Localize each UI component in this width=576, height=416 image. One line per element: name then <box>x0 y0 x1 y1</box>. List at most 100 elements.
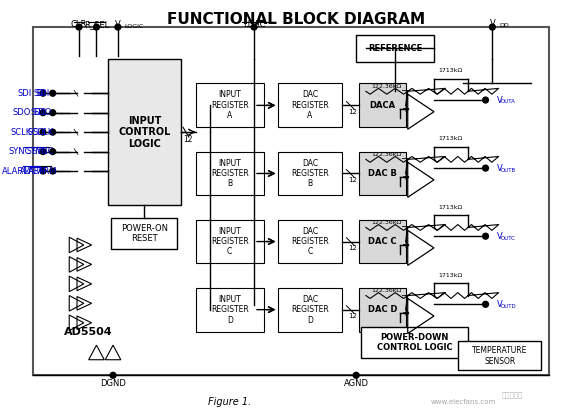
Bar <box>278 151 342 196</box>
Bar <box>196 151 264 196</box>
Text: INPUT
CONTROL
LOGIC: INPUT CONTROL LOGIC <box>119 116 171 149</box>
Text: 122.36kΩ: 122.36kΩ <box>372 220 402 225</box>
Text: LOGIC: LOGIC <box>124 24 144 29</box>
Text: SDI: SDI <box>17 89 31 98</box>
Text: DGND: DGND <box>100 379 126 388</box>
Text: −: − <box>401 223 409 233</box>
Text: OUTA: OUTA <box>501 99 516 104</box>
Circle shape <box>50 168 56 174</box>
Text: DAC B: DAC B <box>368 169 397 178</box>
Circle shape <box>110 372 116 378</box>
Circle shape <box>40 149 46 154</box>
Text: DAC C: DAC C <box>368 237 397 246</box>
Text: SCLK: SCLK <box>32 128 54 136</box>
Bar <box>33 27 549 375</box>
Bar <box>278 220 342 263</box>
Bar <box>359 84 406 127</box>
Text: V: V <box>497 232 503 241</box>
Text: INPUT
REGISTER
D: INPUT REGISTER D <box>211 295 249 324</box>
Circle shape <box>40 110 46 116</box>
Text: www.elecfans.com: www.elecfans.com <box>430 399 496 405</box>
Text: 12: 12 <box>183 136 192 144</box>
Text: OUTD: OUTD <box>501 304 517 309</box>
Text: 122.36kΩ: 122.36kΩ <box>372 152 402 157</box>
Text: SYNC: SYNC <box>26 147 47 156</box>
Text: DD: DD <box>499 22 509 27</box>
Text: DAC
REGISTER
D: DAC REGISTER D <box>291 295 329 324</box>
Text: TEMPERATURE
SENSOR: TEMPERATURE SENSOR <box>472 346 528 366</box>
Text: −: − <box>401 290 409 300</box>
Text: FUNCTIONAL BLOCK DIAGRAM: FUNCTIONAL BLOCK DIAGRAM <box>167 12 425 27</box>
Bar <box>196 220 264 263</box>
Text: +: + <box>401 240 409 250</box>
Text: Figure 1.: Figure 1. <box>208 396 251 406</box>
Text: INPUT
REGISTER
C: INPUT REGISTER C <box>211 227 249 256</box>
Bar <box>108 59 181 205</box>
Text: REFERENCE: REFERENCE <box>368 44 422 53</box>
Text: AD5504: AD5504 <box>65 327 113 337</box>
Text: OUTB: OUTB <box>501 168 516 173</box>
Text: DAC D: DAC D <box>367 305 397 314</box>
Text: DAC
REGISTER
B: DAC REGISTER B <box>291 158 329 188</box>
Bar <box>196 288 264 332</box>
Text: POWER-DOWN
CONTROL LOGIC: POWER-DOWN CONTROL LOGIC <box>377 332 452 352</box>
Bar <box>359 288 406 332</box>
Text: INPUT
REGISTER
A: INPUT REGISTER A <box>211 91 249 120</box>
Text: +: + <box>401 172 409 182</box>
Text: DAC
REGISTER
A: DAC REGISTER A <box>291 91 329 120</box>
Circle shape <box>483 165 488 171</box>
Circle shape <box>50 149 56 154</box>
Text: V: V <box>497 300 503 309</box>
Text: SYNC: SYNC <box>9 147 31 156</box>
Text: POWER-ON
RESET: POWER-ON RESET <box>120 223 168 243</box>
Text: 12: 12 <box>348 313 357 319</box>
Text: ALARM: ALARM <box>20 166 47 176</box>
Text: −: − <box>401 86 409 96</box>
Bar <box>361 327 468 358</box>
Bar <box>359 220 406 263</box>
Text: SCLK: SCLK <box>10 128 31 136</box>
Text: V: V <box>115 20 121 29</box>
Text: ALARM: ALARM <box>2 166 31 176</box>
Circle shape <box>40 168 46 174</box>
Text: 12: 12 <box>348 109 357 115</box>
Text: LDAC: LDAC <box>243 20 266 29</box>
Circle shape <box>115 24 121 30</box>
Text: DACA: DACA <box>369 101 396 110</box>
Text: +: + <box>401 104 409 114</box>
Text: SDI: SDI <box>34 89 47 98</box>
Text: 1713kΩ: 1713kΩ <box>438 272 463 277</box>
Circle shape <box>483 301 488 307</box>
Text: CLR: CLR <box>71 20 87 29</box>
Text: SDI: SDI <box>36 89 50 98</box>
Text: +: + <box>401 308 409 318</box>
Circle shape <box>353 372 359 378</box>
Text: SDO: SDO <box>34 108 52 117</box>
Text: 122.36kΩ: 122.36kΩ <box>372 288 402 293</box>
Text: 122.36kΩ: 122.36kΩ <box>372 84 402 89</box>
Text: OUTC: OUTC <box>501 235 516 240</box>
Circle shape <box>50 90 56 96</box>
Text: V: V <box>490 19 495 28</box>
Circle shape <box>483 233 488 239</box>
Bar <box>196 84 264 127</box>
Bar <box>356 35 434 62</box>
Text: 电子发烧友: 电子发烧友 <box>501 391 522 398</box>
Text: DAC
REGISTER
C: DAC REGISTER C <box>291 227 329 256</box>
Text: INPUT
REGISTER
B: INPUT REGISTER B <box>211 158 249 188</box>
Text: SCLK: SCLK <box>28 128 47 136</box>
Circle shape <box>251 24 257 30</box>
Circle shape <box>93 24 100 30</box>
Text: V: V <box>497 96 503 104</box>
Text: AGND: AGND <box>344 379 369 388</box>
Bar <box>458 341 541 370</box>
Circle shape <box>483 97 488 103</box>
Text: SDO: SDO <box>13 108 31 117</box>
Text: 1713kΩ: 1713kΩ <box>438 136 463 141</box>
Bar <box>359 151 406 196</box>
Text: R_SEL: R_SEL <box>84 20 109 29</box>
Bar <box>278 84 342 127</box>
Text: SYNC: SYNC <box>32 147 54 156</box>
Text: SDO: SDO <box>31 108 47 117</box>
Circle shape <box>40 90 46 96</box>
